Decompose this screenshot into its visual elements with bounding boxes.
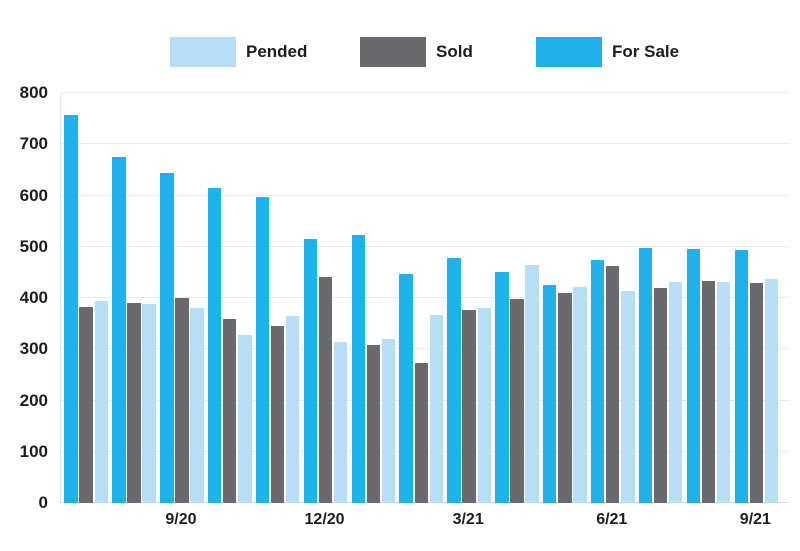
bar-pended (669, 282, 683, 503)
gridline-400 (61, 297, 789, 298)
gridline-800 (61, 92, 789, 93)
bar-pended (716, 282, 731, 503)
bar-sold (270, 325, 285, 503)
bar-sold (510, 298, 524, 503)
bar-group-11 (543, 93, 587, 503)
bar-for-sale (351, 235, 365, 503)
bar-group-14 (686, 93, 731, 503)
gridline-600 (61, 194, 789, 196)
bar-pended (621, 290, 635, 503)
bar-for-sale (495, 272, 509, 503)
legend-label: Pended (246, 42, 308, 61)
x-tick-label-12-20: 12/20 (304, 511, 345, 528)
bar-group-10 (495, 93, 539, 503)
legend-item-pended: Pended (170, 37, 307, 67)
bar-for-sale (208, 187, 222, 503)
bar-group-4 (208, 93, 252, 503)
x-tick-label-6-21: 6/21 (596, 511, 628, 528)
bar-sold (462, 309, 476, 503)
y-tick-label-800: 800 (19, 83, 48, 102)
bar-for-sale (255, 196, 270, 503)
x-tick-label-9-21: 9/21 (739, 511, 771, 528)
bar-sold (749, 283, 764, 503)
bar-for-sale (303, 238, 318, 503)
bar-sold (127, 302, 141, 503)
bar-pended (94, 300, 108, 503)
legend-item-for-sale: For Sale (536, 37, 679, 67)
legend-swatch-pended (170, 37, 236, 67)
bar-sold (366, 345, 381, 503)
y-tick-label-600: 600 (19, 185, 48, 205)
bar-pended (573, 287, 587, 503)
bar-for-sale (399, 274, 413, 503)
gridline-500 (61, 245, 789, 247)
bar-pended (764, 279, 779, 503)
bar-group-12 (590, 93, 635, 503)
bar-sold (318, 277, 333, 503)
bar-sold (701, 280, 716, 503)
bar-sold (558, 292, 572, 503)
plot-area (60, 92, 789, 503)
y-tick-label-100: 100 (19, 441, 48, 461)
gridline-300 (61, 348, 789, 350)
bar-sold (223, 318, 237, 503)
y-tick-label-300: 300 (19, 339, 48, 359)
bar-for-sale (734, 250, 748, 503)
bar-sold (606, 266, 620, 503)
bar-for-sale (543, 285, 557, 503)
bar-group-13 (638, 93, 683, 503)
bar-for-sale (447, 258, 461, 503)
gridline-700 (61, 143, 789, 145)
bar-sold (175, 297, 189, 503)
bar-group-7 (351, 93, 396, 503)
y-tick-label-0: 0 (38, 493, 48, 512)
x-tick-label-9-20: 9/20 (165, 511, 197, 528)
bar-pended (525, 265, 539, 503)
bar-group-2 (112, 93, 156, 503)
bar-sold (79, 306, 93, 503)
bar-group-15 (734, 93, 779, 503)
bar-for-sale (638, 247, 653, 503)
bar-pended (286, 316, 300, 503)
bar-pended (190, 308, 204, 503)
bar-pended (333, 342, 348, 503)
bar-group-9 (447, 93, 491, 503)
legend-swatch-for-sale (536, 37, 602, 67)
y-tick-label-200: 200 (19, 390, 48, 410)
bar-for-sale (160, 172, 174, 503)
bar-for-sale (686, 248, 701, 503)
y-tick-label-500: 500 (19, 236, 48, 256)
y-tick-label-400: 400 (19, 288, 48, 307)
bar-for-sale (590, 259, 605, 503)
bar-pended (142, 303, 156, 503)
bar-pended (238, 334, 252, 503)
bar-group-6 (303, 93, 348, 503)
legend-swatch-sold (360, 37, 426, 67)
x-tick-label-3-21: 3/21 (452, 511, 484, 528)
bar-pended (429, 315, 444, 503)
bar-sold (414, 362, 428, 503)
bar-pended (477, 307, 491, 503)
bar-group-3 (160, 93, 204, 503)
y-tick-label-700: 700 (19, 134, 48, 154)
legend-label: For Sale (612, 42, 680, 61)
legend-item-sold: Sold (360, 37, 473, 67)
bar-pended (381, 339, 396, 503)
bar-group-1 (64, 93, 108, 503)
bar-for-sale (112, 156, 126, 503)
bar-group-8 (399, 93, 444, 503)
bar-for-sale (64, 115, 78, 503)
bar-group-5 (255, 93, 300, 503)
bar-sold (653, 288, 668, 503)
legend-label: Sold (436, 42, 473, 61)
